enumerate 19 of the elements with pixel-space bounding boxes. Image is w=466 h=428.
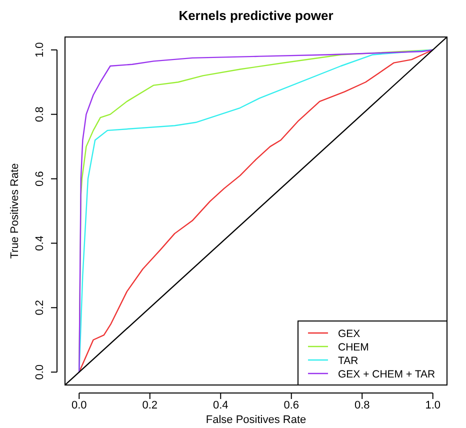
legend-label: GEX	[338, 328, 360, 340]
y-tick-label: 0.4	[34, 236, 46, 251]
x-tick-label: 0.8	[354, 400, 370, 412]
x-tick-label: 0.2	[142, 400, 158, 412]
y-tick-label: 0.0	[34, 364, 46, 380]
legend-label: GEX + CHEM + TAR	[338, 368, 436, 380]
y-tick-label: 0.6	[34, 171, 46, 186]
y-tick-label: 0.8	[34, 106, 46, 122]
y-tick-label: 1.0	[34, 42, 46, 58]
chart-title: Kernels predictive power	[178, 8, 334, 23]
legend-label: CHEM	[338, 342, 369, 354]
y-axis-title: True Positives Rate	[9, 163, 21, 259]
x-tick-label: 0.6	[284, 400, 300, 412]
x-axis-title: False Positives Rate	[206, 414, 306, 426]
x-tick-label: 0.4	[212, 400, 228, 412]
x-tick-label: 1.0	[425, 400, 440, 412]
legend-label: TAR	[338, 355, 359, 367]
y-tick-label: 0.2	[34, 300, 46, 316]
x-tick-label: 0.0	[72, 400, 87, 412]
